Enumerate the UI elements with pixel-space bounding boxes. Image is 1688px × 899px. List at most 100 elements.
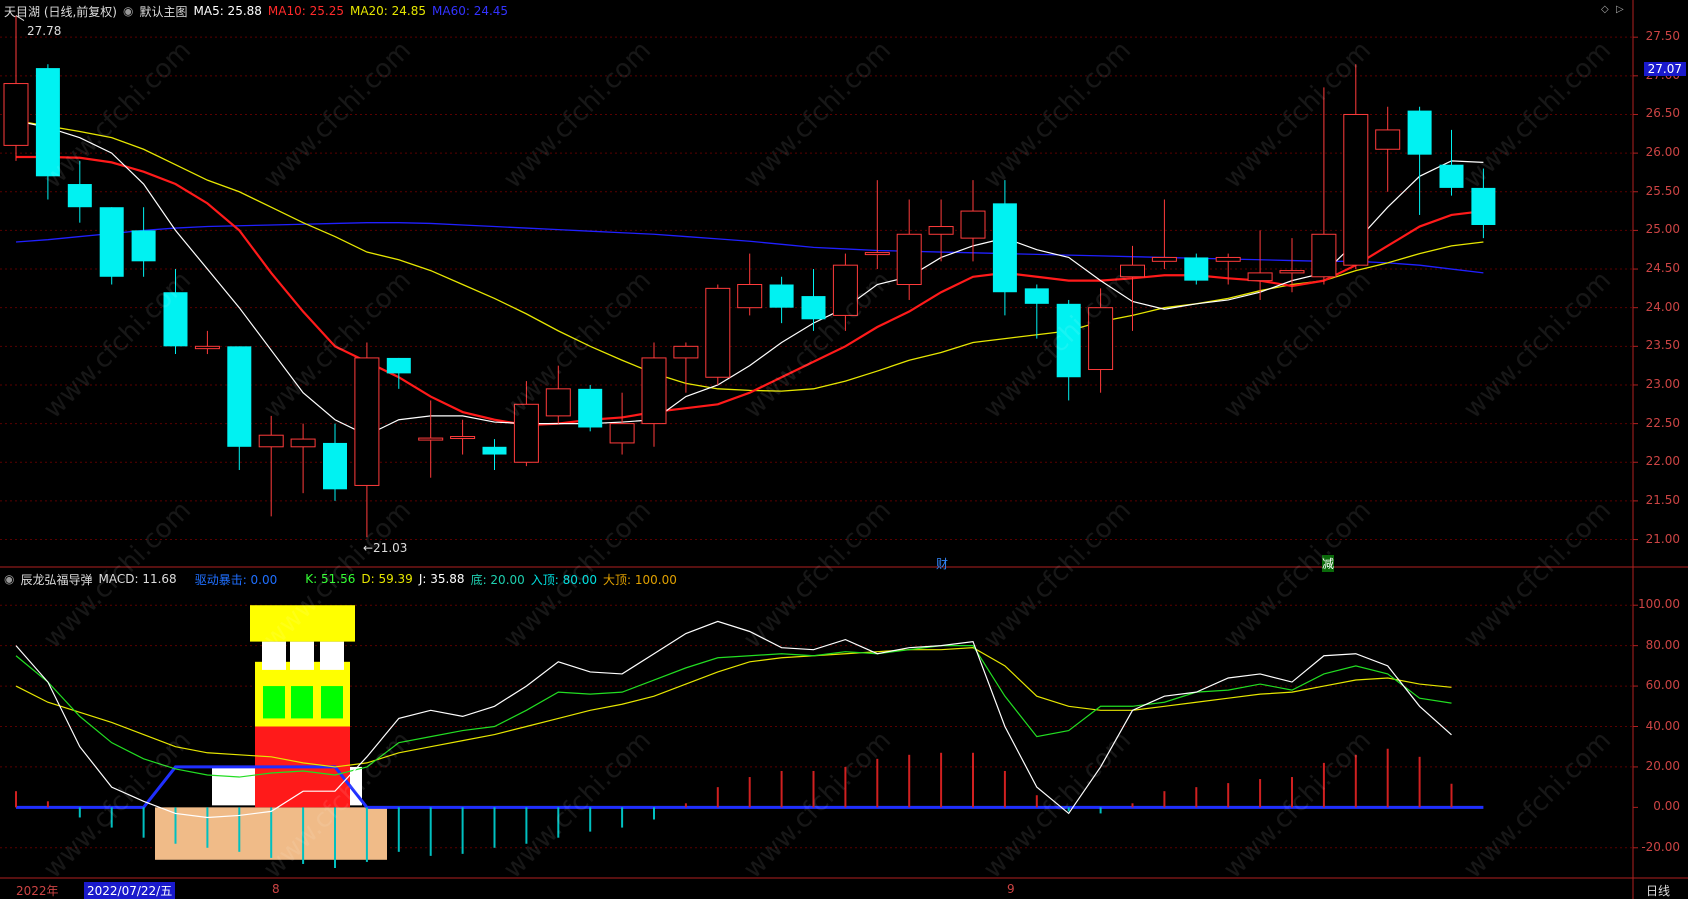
candle-body-down xyxy=(1439,164,1464,188)
price-axis-label: 25.50 xyxy=(1645,183,1680,198)
candle-body-down xyxy=(992,203,1017,293)
triangle-right-icon[interactable]: ▷ xyxy=(1616,4,1624,15)
kdj-k-line xyxy=(15,645,1452,778)
signal-yellow-top xyxy=(250,605,355,642)
indicator-collapse-icon[interactable]: ◉ xyxy=(4,572,15,586)
candle-body-down xyxy=(1024,288,1049,304)
candle-body-up xyxy=(832,264,858,316)
price-axis-label: 25.00 xyxy=(1645,222,1680,237)
price-axis-label: 24.00 xyxy=(1645,299,1680,314)
price-axis-label: 26.50 xyxy=(1645,106,1680,121)
indicator-axis-label: 0.00 xyxy=(1653,799,1680,814)
price-axis-label: 21.50 xyxy=(1645,492,1680,507)
candle-body-up xyxy=(1120,264,1145,278)
ma10-value: MA10: 25.25 xyxy=(267,4,344,18)
candle-body-down xyxy=(386,357,411,374)
price-axis-label: 24.50 xyxy=(1645,261,1680,276)
candle-body-up xyxy=(1151,256,1177,262)
candle-body-up xyxy=(3,83,29,146)
ma5-line xyxy=(15,120,1484,436)
indicator-axis-label: 20.00 xyxy=(1645,758,1680,773)
indicator-axis-label: 60.00 xyxy=(1645,678,1680,693)
candle-body-down xyxy=(1407,110,1432,155)
ma10-line xyxy=(16,155,1484,427)
candle-body-down xyxy=(801,296,826,320)
event-mark-reduce[interactable]: 减 xyxy=(1322,555,1335,572)
indicator-axis-label: -20.00 xyxy=(1641,839,1680,854)
candle-body-up xyxy=(290,438,316,448)
indicator-axis-label: 100.00 xyxy=(1638,597,1680,612)
candle-body-down xyxy=(163,292,188,347)
j-value: J: 35.88 xyxy=(418,572,465,586)
price-axis-label: 23.50 xyxy=(1645,338,1680,353)
macd-value: MACD: 11.68 xyxy=(98,572,177,586)
candle-body-down xyxy=(323,442,347,490)
candle-body-up xyxy=(1343,113,1369,266)
stock-title[interactable]: 天目湖 (日线,前复权) xyxy=(4,4,117,19)
high-mark-arrow xyxy=(15,15,25,21)
indicator-baseline xyxy=(16,765,1484,809)
candle-body-up xyxy=(1215,256,1241,262)
chart-mode-label[interactable]: 默认主图 xyxy=(139,4,188,19)
price-axis-label: 27.50 xyxy=(1645,29,1680,44)
x-axis-month-8: 8 xyxy=(272,882,280,896)
candle-body-up xyxy=(1088,307,1114,371)
signal-white-bar xyxy=(262,641,286,670)
k-value: K: 51.56 xyxy=(305,572,356,586)
candle-body-down xyxy=(578,388,603,428)
candle-body-down xyxy=(67,184,92,208)
signal-white-bar xyxy=(290,641,314,670)
signal-white-bar xyxy=(320,641,344,670)
indicator-header: ◉ 辰龙弘福导弹 MACD: 11.68 驱动暴击: 0.00 K: 51.56… xyxy=(4,570,677,588)
candle-body-up xyxy=(960,210,986,239)
indicator-axis-label: 40.00 xyxy=(1645,718,1680,733)
price-axis-label: 23.00 xyxy=(1645,376,1680,391)
price-axis-label: 22.00 xyxy=(1645,454,1680,469)
kdj-j-line xyxy=(15,620,1452,819)
candle-body-up xyxy=(545,388,571,417)
diamond-icon[interactable]: ◇ xyxy=(1601,4,1609,15)
kdj-d-line xyxy=(15,647,1452,768)
candle-body-up xyxy=(258,434,284,448)
low-price-mark: ←21.03 xyxy=(363,541,408,555)
event-mark-finance[interactable]: 财 xyxy=(936,557,949,571)
candle-body-down xyxy=(1184,257,1209,281)
drive-value: 驱动暴击: 0.00 xyxy=(194,572,278,587)
candle-body-down xyxy=(35,68,60,177)
candle-body-down xyxy=(131,230,156,262)
candle-body-down xyxy=(227,346,252,447)
main-chart-header: 天目湖 (日线,前复权) ◉ 默认主图 MA5: 25.88 MA10: 25.… xyxy=(4,2,508,20)
candle-body-down xyxy=(769,284,794,308)
candle-body-up xyxy=(194,345,220,350)
candle-body-up xyxy=(418,437,444,441)
ma60-value: MA60: 24.45 xyxy=(432,4,509,18)
current-price-tag: 27.07 xyxy=(1643,62,1686,76)
candle-body-up xyxy=(450,436,476,440)
signal-green-bar xyxy=(291,686,313,719)
candle-body-up xyxy=(1311,233,1337,278)
candle-body-down xyxy=(1056,303,1081,378)
candle-body-up xyxy=(513,403,539,463)
candle-body-up xyxy=(1247,272,1273,282)
big-top-value: 大顶: 100.00 xyxy=(603,572,677,587)
candle-body-down xyxy=(482,446,507,455)
candle-body-up xyxy=(1279,270,1305,274)
collapse-icon[interactable]: ◉ xyxy=(123,4,134,18)
cursor-date: 2022/07/22/五 xyxy=(84,882,176,899)
high-price-mark: 27.78 xyxy=(27,24,62,38)
candle-body-up xyxy=(864,252,890,256)
ma20-value: MA20: 24.85 xyxy=(349,4,427,18)
signal-green-bar xyxy=(321,686,343,719)
candle-body-up xyxy=(896,233,922,285)
indicator-name[interactable]: 辰龙弘福导弹 xyxy=(20,572,93,587)
candle-body-up xyxy=(641,357,667,425)
bottom-value: 底: 20.00 xyxy=(470,572,525,587)
candle-body-down xyxy=(99,207,124,277)
indicator-axis-label: 80.00 xyxy=(1645,637,1680,652)
price-axis-label: 26.00 xyxy=(1645,145,1680,160)
candle-body-up xyxy=(609,423,635,444)
period-label[interactable]: 日线 xyxy=(1646,884,1671,898)
candle-body-down xyxy=(1471,187,1496,225)
price-axis-label: 21.00 xyxy=(1645,531,1680,546)
